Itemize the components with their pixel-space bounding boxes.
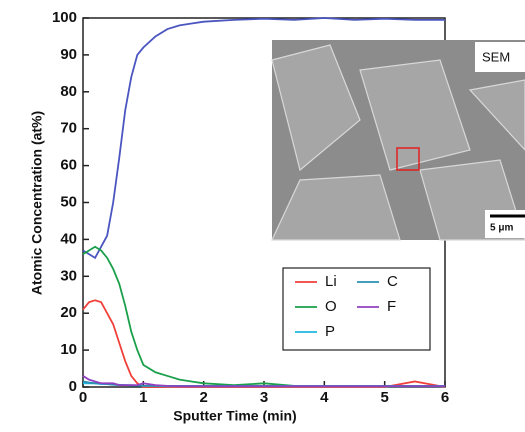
x-tick-label: 4	[320, 389, 329, 406]
y-tick-label: 100	[52, 9, 77, 26]
sem-label: SEM	[482, 49, 510, 64]
series-line	[82, 17, 445, 260]
x-tick-label: 2	[199, 389, 207, 406]
y-tick-label: 10	[60, 341, 77, 358]
legend-box	[282, 267, 431, 351]
sem-texture	[359, 59, 471, 171]
legend-label: Li	[325, 273, 337, 290]
x-tick-label: 0	[79, 389, 87, 406]
y-tick-label: 50	[60, 193, 77, 210]
sem-label-box-left	[475, 42, 525, 72]
scale-bar-label: 5 μm	[490, 223, 513, 234]
legend-label: O	[325, 298, 337, 315]
y-tick-label: 90	[60, 46, 77, 63]
sem-texture	[271, 174, 401, 241]
legend-label: P	[325, 323, 335, 340]
x-tick-label: 1	[139, 389, 147, 406]
x-tick-label: 5	[380, 389, 388, 406]
y-tick-label: 60	[60, 157, 77, 174]
sem-marker	[396, 147, 420, 171]
y-tick-label: 0	[69, 378, 77, 395]
y-tick-label: 80	[60, 83, 77, 100]
y-tick-label: 20	[60, 304, 77, 321]
y-tick-label: 40	[60, 230, 77, 247]
legend-label: F	[387, 298, 396, 315]
y-axis-label: Atomic Concentration (at%)	[29, 111, 45, 295]
x-tick-label: 3	[260, 389, 268, 406]
x-axis-label: Sputter Time (min)	[173, 408, 296, 424]
x-tick-label: 6	[441, 389, 449, 406]
sem-texture	[271, 44, 361, 172]
y-tick-label: 30	[60, 267, 77, 284]
y-tick-label: 70	[60, 120, 77, 137]
series-line	[82, 375, 445, 388]
sem-texture	[468, 79, 525, 151]
legend-label: C	[387, 273, 398, 290]
